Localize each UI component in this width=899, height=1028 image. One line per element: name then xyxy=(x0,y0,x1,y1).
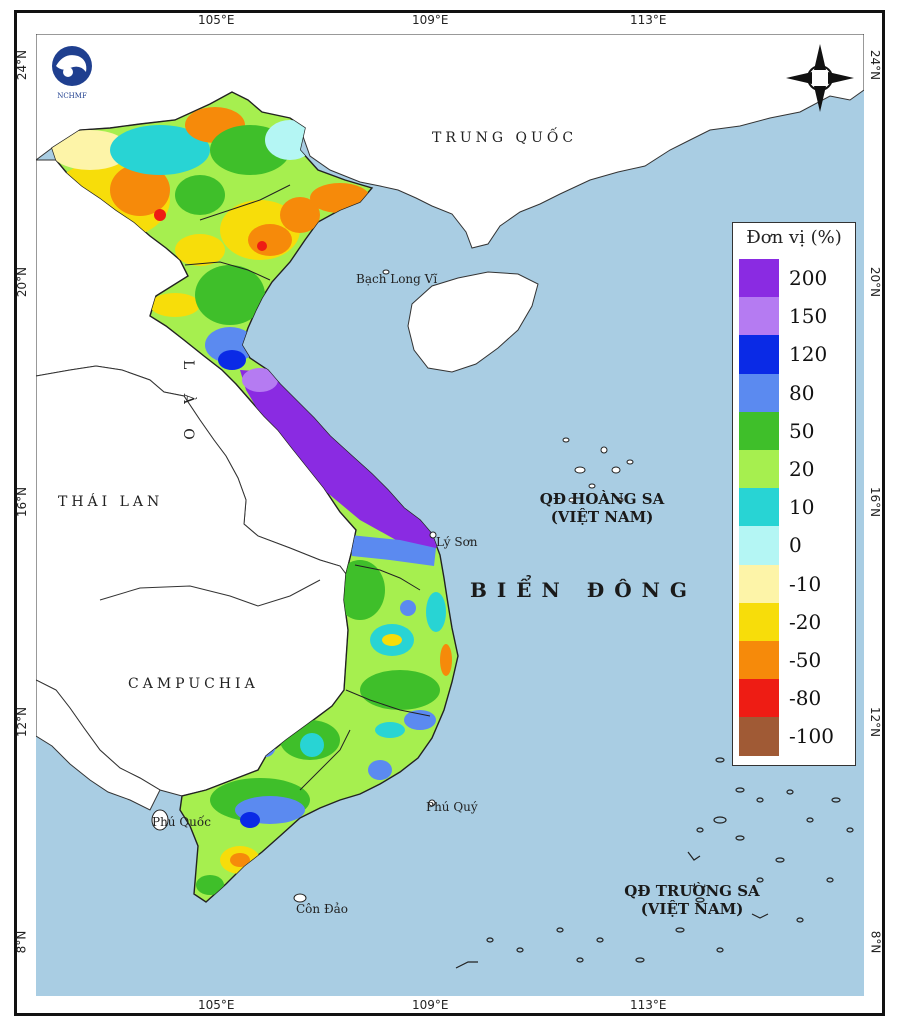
lon-tick-bottom-105: 105°E xyxy=(198,998,235,1012)
legend-item: 200 xyxy=(739,259,851,298)
legend-label: 10 xyxy=(789,495,815,520)
legend-label: 200 xyxy=(789,266,828,290)
label-spratly: QĐ TRƯỜNG SA (VIỆT NAM) xyxy=(612,882,772,918)
legend-label: 50 xyxy=(789,418,815,443)
lat-tick-left-12: 12°N xyxy=(15,706,30,738)
lat-tick-right-16: 16°N xyxy=(868,486,883,518)
label-china: TRUNG QUỐC xyxy=(432,130,578,146)
lon-tick-bottom-113: 113°E xyxy=(630,998,667,1012)
legend-swatch xyxy=(739,335,779,374)
label-thailand: THÁI LAN xyxy=(58,494,164,510)
cambodia-border xyxy=(99,579,321,607)
label-con-dao: Côn Đảo xyxy=(296,902,349,916)
legend-swatch xyxy=(739,373,779,412)
legend-swatch xyxy=(739,411,779,450)
paracel-islands xyxy=(562,437,634,503)
map-canvas[interactable]: NCHMF xyxy=(36,34,864,996)
lon-tick-top-109: 109°E xyxy=(412,13,449,27)
spratly-islands xyxy=(455,757,854,969)
label-ly-son: Lý Sơn xyxy=(436,535,478,549)
offshore-islands xyxy=(151,269,437,903)
lon-tick-bottom-109: 109°E xyxy=(412,998,449,1012)
label-paracel-line1: QĐ HOÀNG SA xyxy=(539,490,665,508)
legend-item: 150 xyxy=(739,297,851,336)
label-paracel: QĐ HOÀNG SA (VIỆT NAM) xyxy=(532,490,672,526)
legend-swatch xyxy=(739,297,779,336)
legend-label: 120 xyxy=(789,342,828,367)
svg-text:NCHMF: NCHMF xyxy=(57,92,87,100)
label-laos: L À O xyxy=(180,360,196,450)
legend-label: -50 xyxy=(789,648,822,672)
lon-tick-top-113: 113°E xyxy=(630,13,667,27)
legend-label: 0 xyxy=(789,533,802,558)
legend-swatch xyxy=(739,641,779,680)
legend-item: 10 xyxy=(739,488,851,527)
legend-swatch xyxy=(739,717,779,756)
lat-tick-right-12: 12°N xyxy=(868,706,883,738)
color-legend: Đơn vị (%) 200 150 120 80 50 20 10 0 -10 -20 -50 -8… xyxy=(732,222,856,766)
legend-label: 20 xyxy=(789,457,815,481)
legend-item: -10 xyxy=(739,564,851,603)
legend-swatch xyxy=(739,602,779,641)
legend-title: Đơn vị (%) xyxy=(746,227,842,248)
legend-swatch xyxy=(739,679,779,718)
legend-swatch xyxy=(739,488,779,527)
lat-tick-left-20: 20°N xyxy=(15,266,30,298)
legend-swatch xyxy=(739,259,779,298)
label-spratly-line1: QĐ TRƯỜNG SA xyxy=(624,882,760,900)
lat-tick-left-8: 8°N xyxy=(14,930,29,954)
legend-item: 50 xyxy=(739,411,851,450)
map-svg xyxy=(36,34,864,996)
legend-item: 20 xyxy=(739,450,851,489)
legend-label: 80 xyxy=(789,380,815,405)
thailand-coast xyxy=(36,679,161,811)
hainan-island xyxy=(407,271,539,373)
label-spratly-line2: (VIỆT NAM) xyxy=(640,900,744,918)
legend-swatch xyxy=(739,450,779,489)
legend-item: 0 xyxy=(739,526,851,565)
lat-tick-left-16: 16°N xyxy=(15,486,30,518)
legend-item: 120 xyxy=(739,335,851,374)
legend-item: -100 xyxy=(739,717,851,756)
label-paracel-line2: (VIỆT NAM) xyxy=(550,508,654,526)
legend-label: -100 xyxy=(789,724,834,749)
legend-label: 150 xyxy=(789,304,828,329)
lon-tick-top-105: 105°E xyxy=(198,13,235,27)
legend-label: -10 xyxy=(789,571,822,596)
label-phu-quy: Phú Quý xyxy=(426,800,478,814)
lat-tick-right-24: 24°N xyxy=(868,49,883,81)
legend-item: -50 xyxy=(739,641,851,680)
legend-swatch xyxy=(739,564,779,603)
legend-label: -80 xyxy=(789,686,822,711)
label-bien-dong: BIỂN ĐÔNG xyxy=(470,578,698,602)
vietnam-internal-borders xyxy=(184,184,431,791)
label-phu-quoc: Phú Quốc xyxy=(152,815,211,829)
legend-item: 80 xyxy=(739,373,851,412)
nchmf-logo: NCHMF xyxy=(52,46,92,100)
lat-tick-left-24: 24°N xyxy=(15,49,30,81)
lat-tick-right-8: 8°N xyxy=(868,930,883,954)
legend-item: -20 xyxy=(739,602,851,641)
compass-rose xyxy=(786,44,854,112)
label-bach-long-vi: Bạch Long Vĩ xyxy=(356,272,438,286)
label-cambodia: CAMPUCHIA xyxy=(128,676,259,692)
lat-tick-right-20: 20°N xyxy=(868,266,883,298)
legend-item: -80 xyxy=(739,679,851,718)
legend-label: -20 xyxy=(789,609,822,634)
legend-swatch xyxy=(739,526,779,565)
